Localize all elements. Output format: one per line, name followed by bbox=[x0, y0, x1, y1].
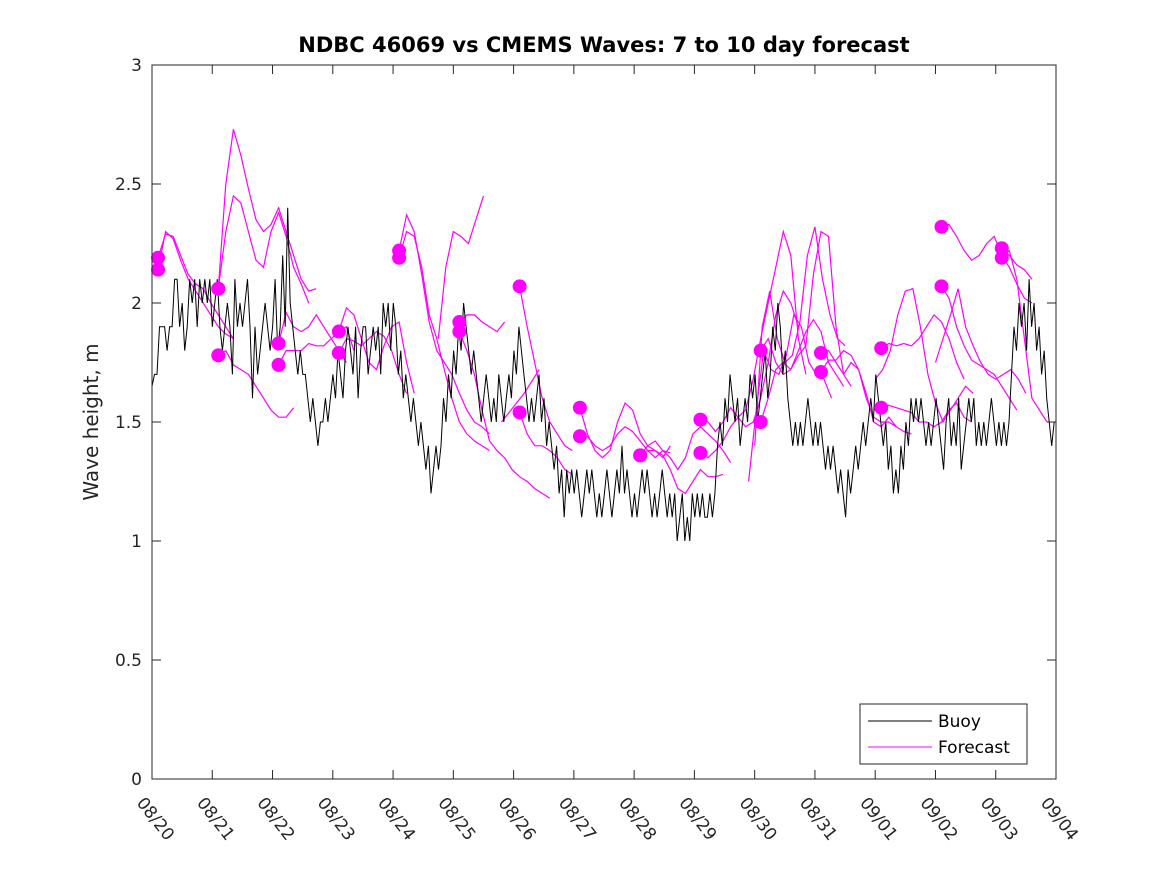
y-tick-label: 0 bbox=[131, 770, 142, 790]
forecast-line bbox=[519, 412, 573, 475]
legend-box bbox=[859, 703, 1028, 765]
y-axis: 0 0.5 1 1.5 2 2.5 3 bbox=[115, 56, 1056, 790]
forecast-start-marker bbox=[151, 262, 166, 277]
forecast-start-marker bbox=[211, 348, 226, 363]
forecast-line bbox=[880, 313, 965, 380]
forecast-start-marker bbox=[813, 345, 828, 360]
forecast-line bbox=[501, 369, 540, 423]
forecast-start-marker bbox=[693, 445, 708, 460]
forecast-start-marker bbox=[572, 429, 587, 444]
forecast-line bbox=[398, 212, 490, 435]
forecast-line bbox=[760, 318, 845, 423]
forecast-line bbox=[458, 331, 551, 499]
forecast-line bbox=[437, 195, 485, 339]
forecast-start-marker bbox=[693, 412, 708, 427]
forecast-start-marker bbox=[934, 219, 949, 234]
forecast-line bbox=[940, 285, 1018, 411]
forecast-start-marker bbox=[512, 405, 527, 420]
forecast-start-marker bbox=[211, 281, 226, 296]
forecast-start-marker bbox=[392, 250, 407, 265]
forecast-start-marker bbox=[813, 365, 828, 380]
forecast-start-marker bbox=[452, 324, 467, 339]
series-layer bbox=[152, 129, 1055, 542]
forecast-line bbox=[874, 287, 974, 424]
y-tick-label: 2.5 bbox=[115, 175, 142, 195]
y-tick-label: 1 bbox=[131, 532, 142, 552]
forecast-line bbox=[278, 310, 347, 363]
forecast-start-marker bbox=[512, 279, 527, 294]
forecast-start-marker bbox=[874, 341, 889, 356]
legend-label-buoy: Buoy bbox=[938, 712, 981, 732]
forecast-line bbox=[398, 230, 490, 452]
buoy-line bbox=[152, 207, 1055, 542]
forecast-start-marker bbox=[331, 324, 346, 339]
forecast-line bbox=[639, 425, 732, 471]
forecast-line bbox=[941, 223, 1033, 304]
forecast-start-marker bbox=[994, 250, 1009, 265]
forecast-start-marker bbox=[331, 345, 346, 360]
forecast-line bbox=[639, 450, 724, 495]
forecast-line bbox=[579, 426, 671, 459]
forecast-line bbox=[217, 129, 317, 292]
forecast-line bbox=[338, 306, 415, 394]
y-axis-label: Wave height, m bbox=[79, 343, 103, 500]
forecast-start-marker bbox=[572, 400, 587, 415]
forecast-start-marker bbox=[271, 357, 286, 372]
y-tick-label: 1.5 bbox=[115, 413, 142, 433]
forecast-start-marker bbox=[633, 448, 648, 463]
forecast-start-marker bbox=[753, 415, 768, 429]
forecast-line bbox=[217, 349, 295, 418]
forecast-start-marker bbox=[151, 250, 166, 265]
marker-layer bbox=[151, 219, 1009, 463]
forecast-start-marker bbox=[271, 336, 286, 351]
y-tick-label: 0.5 bbox=[115, 651, 142, 671]
forecast-line bbox=[934, 288, 1027, 394]
legend: Buoy Forecast bbox=[859, 703, 1028, 765]
y-tick-label: 3 bbox=[131, 56, 142, 76]
y-tick-label: 2 bbox=[131, 294, 142, 314]
forecast-line bbox=[519, 286, 573, 452]
forecast-start-marker bbox=[753, 343, 768, 358]
forecast-line bbox=[820, 349, 897, 428]
forecast-line bbox=[700, 289, 799, 433]
forecast-line bbox=[700, 229, 807, 459]
forecast-line bbox=[458, 314, 506, 333]
legend-label-forecast: Forecast bbox=[938, 738, 1010, 758]
plot-area bbox=[152, 65, 1056, 779]
forecast-line bbox=[754, 226, 846, 446]
forecast-line bbox=[1001, 249, 1048, 423]
forecast-line bbox=[881, 402, 972, 428]
forecast-line bbox=[217, 194, 310, 304]
chart-title: NDBC 46069 vs CMEMS Waves: 7 to 10 day f… bbox=[298, 33, 909, 57]
forecast-start-marker bbox=[934, 279, 949, 294]
forecast-start-marker bbox=[874, 400, 889, 415]
